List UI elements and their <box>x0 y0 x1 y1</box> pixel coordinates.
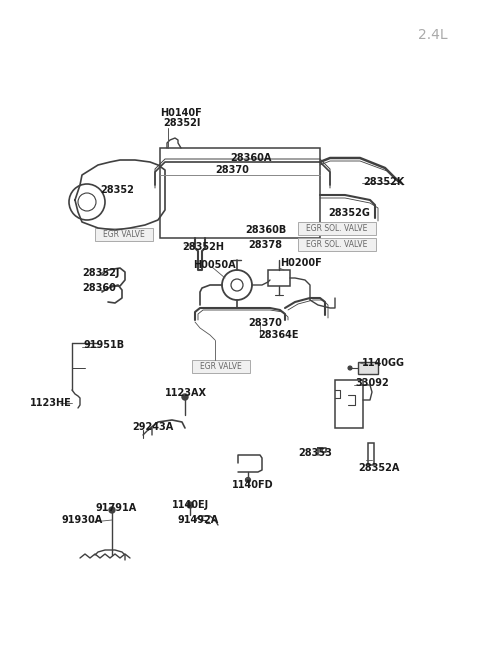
Text: EGR SOL. VALVE: EGR SOL. VALVE <box>306 224 368 233</box>
Text: H0140F: H0140F <box>160 108 202 118</box>
Bar <box>268 270 290 286</box>
Text: 28360: 28360 <box>82 283 116 293</box>
Text: 91951B: 91951B <box>83 340 124 350</box>
Bar <box>95 228 153 241</box>
Bar <box>298 222 376 235</box>
Text: EGR VALVE: EGR VALVE <box>103 230 145 239</box>
Text: 28370: 28370 <box>248 318 282 328</box>
Bar <box>160 148 320 238</box>
Text: 28378: 28378 <box>248 240 282 250</box>
Text: EGR VALVE: EGR VALVE <box>200 362 242 371</box>
Text: 1140GG: 1140GG <box>362 358 405 368</box>
Text: 28352K: 28352K <box>363 177 404 187</box>
Text: 91930A: 91930A <box>62 515 103 525</box>
Circle shape <box>187 502 193 508</box>
Bar <box>358 362 378 374</box>
Text: 29243A: 29243A <box>132 422 173 432</box>
Text: 1140FD: 1140FD <box>232 480 274 490</box>
Text: 28370: 28370 <box>215 165 249 175</box>
Bar <box>368 443 374 465</box>
Text: 28364E: 28364E <box>258 330 299 340</box>
Text: 28360A: 28360A <box>230 153 271 163</box>
Text: 1123AX: 1123AX <box>165 388 207 398</box>
Circle shape <box>182 394 188 400</box>
Text: 33092: 33092 <box>355 378 389 388</box>
Text: EGR SOL. VALVE: EGR SOL. VALVE <box>306 240 368 249</box>
Circle shape <box>109 507 115 513</box>
Text: 1123HE: 1123HE <box>30 398 72 408</box>
Text: 28352A: 28352A <box>358 463 399 473</box>
Text: 1140EJ: 1140EJ <box>172 500 209 510</box>
Text: 28352: 28352 <box>100 185 134 195</box>
Text: 2.4L: 2.4L <box>419 28 448 42</box>
Bar <box>192 360 250 373</box>
Text: 28352J: 28352J <box>82 268 120 278</box>
Bar <box>298 238 376 251</box>
Text: 28352H: 28352H <box>182 242 224 252</box>
Text: 91492A: 91492A <box>178 515 219 525</box>
Text: 28360B: 28360B <box>245 225 286 235</box>
Text: 28353: 28353 <box>298 448 332 458</box>
Text: H0200F: H0200F <box>280 258 322 268</box>
Circle shape <box>348 366 352 370</box>
Text: 91791A: 91791A <box>95 503 136 513</box>
Text: H0050A: H0050A <box>193 260 236 270</box>
Text: 28352G: 28352G <box>328 208 370 218</box>
Text: 28352I: 28352I <box>163 118 200 128</box>
Bar <box>335 380 363 428</box>
Circle shape <box>245 477 251 483</box>
